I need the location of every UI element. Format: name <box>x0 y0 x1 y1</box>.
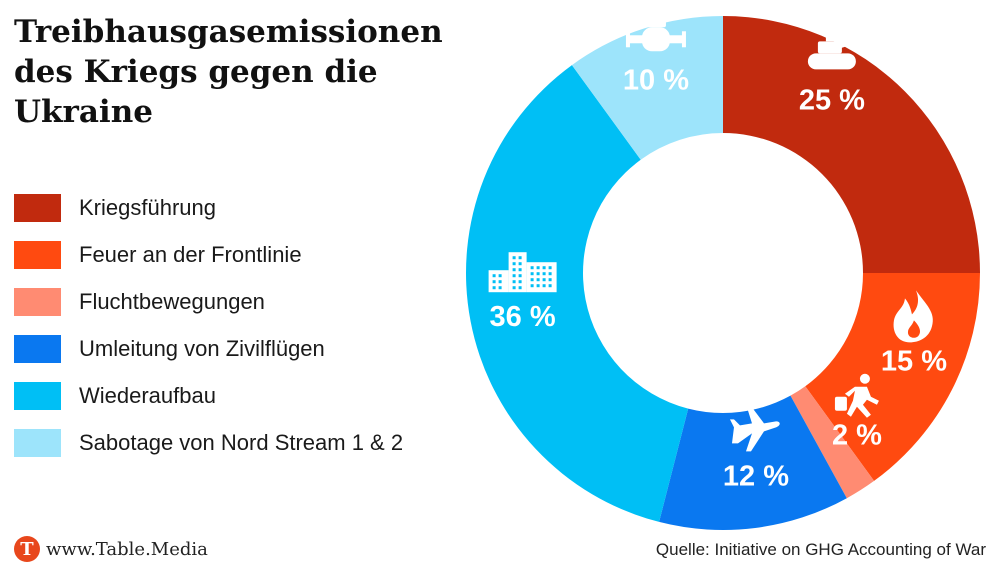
brand: T www.Table.Media <box>14 536 208 562</box>
table-media-logo: T <box>14 536 40 562</box>
slice-value-label-zivilfluege: 12 % <box>723 460 789 492</box>
legend-item-kriegsfuehrung: Kriegsführung <box>14 184 403 231</box>
slice-value-label-flucht: 2 % <box>832 420 882 452</box>
source-note: Quelle: Initiative on GHG Accounting of … <box>655 540 986 559</box>
legend-swatch <box>14 381 61 410</box>
donut-slice-nordstream <box>571 16 723 160</box>
slice-value-label-kriegsfuehrung: 25 % <box>799 84 865 116</box>
tank-icon <box>807 36 862 70</box>
legend-swatch <box>14 240 61 269</box>
airplane-icon <box>729 407 780 452</box>
legend-label: Fluchtbewegungen <box>79 288 265 314</box>
pipeline-valve-icon <box>625 7 686 52</box>
donut-slice-wiederaufbau <box>466 65 689 522</box>
legend-label: Feuer an der Frontlinie <box>79 241 302 267</box>
legend-label: Kriegsführung <box>79 194 216 220</box>
legend-item-nordstream: Sabotage von Nord Stream 1 & 2 <box>14 419 403 466</box>
donut-slice-zivilfluege <box>659 395 847 530</box>
fire-icon <box>893 290 933 343</box>
chart-title: Treibhausgasemissionen des Kriegs gegen … <box>14 14 443 130</box>
website-link[interactable]: www.Table.Media <box>46 538 208 560</box>
legend-swatch <box>14 334 61 363</box>
legend-label: Wiederaufbau <box>79 382 216 408</box>
legend-label: Umleitung von Zivilflügen <box>79 335 325 361</box>
slice-value-label-nordstream: 10 % <box>623 64 689 96</box>
legend-swatch <box>14 287 61 316</box>
legend-item-feuer: Feuer an der Frontlinie <box>14 231 403 278</box>
legend-swatch <box>14 193 61 222</box>
legend-label: Sabotage von Nord Stream 1 & 2 <box>79 429 404 455</box>
slice-value-label-feuer: 15 % <box>881 345 947 377</box>
buildings-icon <box>488 252 557 293</box>
running-person-icon <box>834 373 879 418</box>
donut-slice-kriegsfuehrung <box>723 16 980 273</box>
donut-slice-feuer <box>805 273 980 481</box>
legend-swatch <box>14 428 61 457</box>
legend-item-zivilfluege: Umleitung von Zivilflügen <box>14 325 403 372</box>
donut-slice-flucht <box>790 386 875 499</box>
slice-value-label-wiederaufbau: 36 % <box>490 301 556 333</box>
legend-item-flucht: Fluchtbewegungen <box>14 278 403 325</box>
legend-item-wiederaufbau: Wiederaufbau <box>14 372 403 419</box>
legend: Kriegsführung Feuer an der Frontlinie Fl… <box>14 184 403 466</box>
